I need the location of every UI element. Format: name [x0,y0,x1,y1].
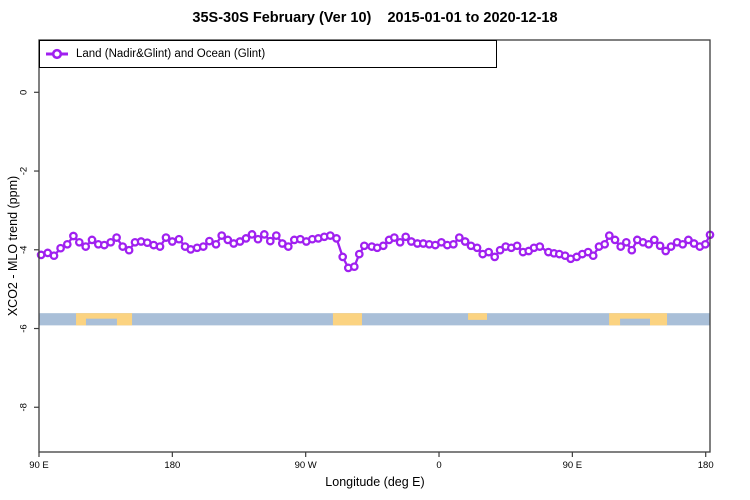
x-axis-tick-label: 0 [436,460,441,471]
data-point-marker [217,231,227,240]
y-axis-tick-label: -8 [19,403,30,411]
data-point-marker [678,239,688,249]
data-point-marker [332,234,341,243]
data-point-marker [62,239,72,249]
data-point-marker [223,235,233,245]
data-point-marker [661,246,671,256]
data-point-marker [484,247,494,257]
data-point-marker [454,233,464,242]
data-point-marker [472,243,482,253]
data-point-marker [265,236,275,246]
data-point-marker [241,234,251,243]
data-point-marker [271,231,281,240]
y-axis-tick-label: -2 [19,167,30,175]
data-point-marker [69,231,78,241]
data-point-marker [211,239,221,249]
land-patch-ocean-bite [620,318,650,326]
data-point-marker [87,235,97,245]
data-point-marker [56,243,65,253]
x-axis-tick-label: 90 E [29,460,49,471]
y-axis-tick-label: 0 [19,90,30,95]
data-point-marker [395,237,405,247]
land-patch [468,313,488,320]
data-point-marker [449,239,458,249]
data-point-marker [106,237,116,247]
data-point-marker [124,245,134,255]
data-point-marker [512,241,522,251]
x-axis-label: Longitude (deg E) [325,475,425,489]
land-patch-ocean-bite [85,318,117,326]
data-point-marker [167,237,177,246]
data-point-marker [247,230,257,239]
data-point-marker [535,242,545,251]
legend-box [39,40,497,68]
y-axis-label: XCO2 - MLO trend (ppm) [6,175,20,317]
data-point-marker [460,237,470,246]
data-point-marker [655,241,665,251]
data-point-marker [359,241,369,251]
data-point-marker [283,242,293,251]
land-patch [332,313,362,326]
data-point-marker [112,233,121,242]
legend-open-circle-marker [51,48,63,60]
data-point-marker [81,242,91,251]
data-point-marker [588,251,598,261]
data-point-marker [253,234,263,244]
data-point-marker [644,239,654,249]
data-point-marker [627,245,637,255]
data-point-marker [621,237,631,247]
ocean-band [39,313,710,326]
data-point-marker [349,262,359,272]
x-axis-tick-label: 180 [164,460,180,471]
data-point-marker [354,249,364,259]
data-point-marker [49,251,59,261]
data-point-marker [198,242,208,251]
data-point-marker [378,241,388,251]
data-point-marker [74,237,84,247]
data-point-marker [155,242,165,251]
data-point-marker [649,235,659,245]
x-axis-tick-label: 180 [698,460,714,471]
data-point-marker [174,234,184,244]
x-axis-tick-label: 90 W [295,460,317,471]
x-axis-tick-label: 90 E [563,460,583,471]
data-point-marker [205,236,214,246]
data-point-marker [600,239,610,249]
data-point-marker [401,232,411,242]
y-axis-tick-label: -6 [19,324,30,332]
legend-label: Land (Nadir&Glint) and Ocean (Glint) [76,48,265,60]
data-point-marker [389,233,399,242]
data-point-marker [666,242,676,251]
data-point-marker [338,252,348,262]
data-point-marker [118,242,128,251]
data-point-marker [259,230,269,239]
data-point-marker [161,233,171,242]
chart-title: 35S-30S February (Ver 10) 2015-01-01 to … [192,10,558,26]
data-point-marker [490,252,500,262]
data-point-marker [616,242,626,251]
data-point-marker [700,239,710,249]
y-axis-tick-label: -4 [19,246,30,254]
data-point-marker [610,235,620,245]
data-point-marker [604,231,614,240]
